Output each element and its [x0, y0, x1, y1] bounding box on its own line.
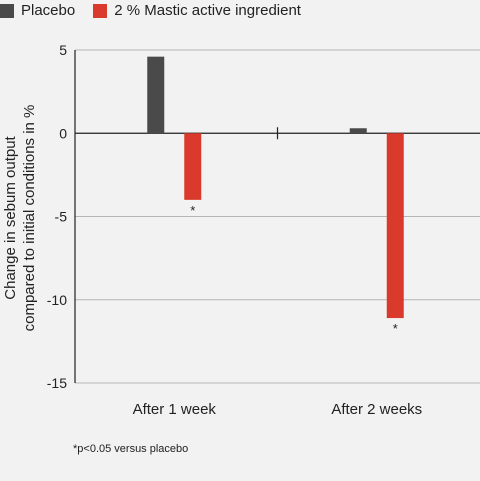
y-axis-label: Change in sebum output compared to initi… [1, 105, 39, 332]
y-axis-label-line-2: compared to initial conditions in % [21, 104, 38, 332]
x-tick-label: After 1 week [133, 401, 217, 418]
legend-label-mastic: 2 % Mastic active ingredient [114, 2, 301, 19]
y-tick-label: 0 [59, 125, 67, 141]
y-axis-label-line-1: Change in sebum output [2, 136, 19, 300]
legend-swatch-mastic [93, 3, 108, 18]
significance-marker: * [190, 203, 195, 218]
legend-item-placebo: Placebo [0, 2, 75, 19]
legend-item-mastic: 2 % Mastic active ingredient [93, 2, 301, 19]
bar-placebo-2 [349, 128, 367, 134]
bar-mastic-2 [386, 133, 404, 319]
x-tick-label: After 2 weeks [331, 401, 422, 418]
legend: Placebo 2 % Mastic active ingredient [0, 2, 311, 19]
y-tick-label: -10 [47, 292, 67, 308]
significance-marker: * [393, 321, 398, 336]
y-tick-label: -5 [55, 209, 68, 225]
y-tick-label: -15 [47, 375, 67, 391]
footnote: *p<0.05 versus placebo [73, 443, 189, 455]
legend-swatch-placebo [0, 3, 14, 18]
bar-placebo-1 [147, 56, 165, 134]
legend-label-placebo: Placebo [21, 2, 76, 19]
y-tick-label: 5 [59, 42, 67, 58]
bar-mastic-1 [184, 133, 202, 200]
